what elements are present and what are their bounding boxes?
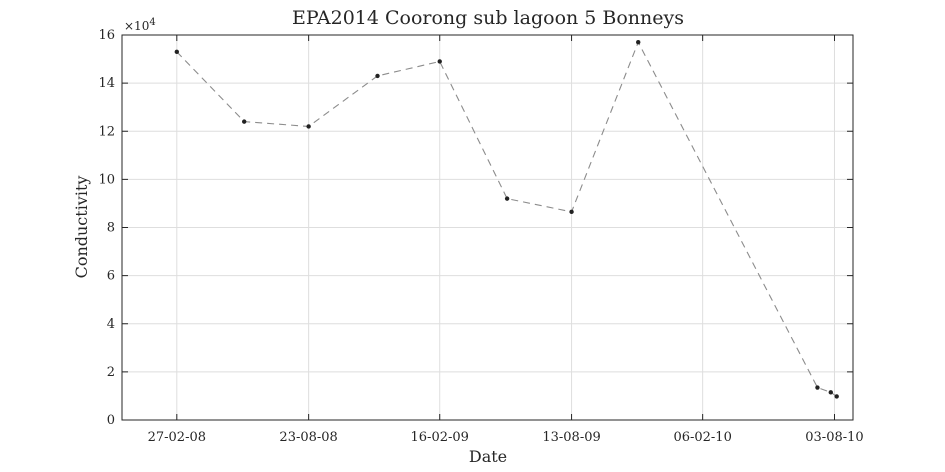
data-point <box>636 40 641 45</box>
axis-ticks: 0 2 4 6 8 10 12 14 16 27-02-08 23-08-08 16-02-09 13-… <box>98 28 863 445</box>
y-tick-label: 0 <box>107 413 115 428</box>
data-series <box>174 40 839 399</box>
y-tick-label: 12 <box>98 124 115 139</box>
x-tick-label: 27-02-08 <box>148 430 206 445</box>
data-point <box>834 394 839 399</box>
data-point <box>569 209 574 215</box>
data-point <box>375 73 380 79</box>
x-axis-label: Date <box>469 447 507 466</box>
x-tick-label: 16-02-09 <box>411 430 469 445</box>
x-tick-label: 06-02-10 <box>673 430 731 445</box>
x-tick-label: 23-08-08 <box>279 430 337 445</box>
x-tick-label: 13-08-09 <box>542 430 600 445</box>
y-tick-label: 6 <box>107 269 115 284</box>
data-point <box>306 124 311 129</box>
y-tick-label: 16 <box>98 28 115 43</box>
y-tick-label: 8 <box>107 221 115 236</box>
y-tick-label: 2 <box>107 365 115 380</box>
grid-lines <box>122 35 853 420</box>
chart-title: EPA2014 Coorong sub lagoon 5 Bonneys <box>292 7 684 29</box>
y-tick-label: 10 <box>98 172 115 187</box>
data-point <box>828 390 833 395</box>
data-point <box>504 196 510 201</box>
y-multiplier-exponent: 4 <box>149 17 155 28</box>
y-tick-label: 14 <box>98 76 115 91</box>
data-point <box>242 119 247 124</box>
data-point <box>174 49 180 55</box>
y-multiplier-base: ×10 <box>124 19 149 33</box>
data-point <box>815 385 820 390</box>
series-line <box>176 40 838 397</box>
y-axis-multiplier: ×104 <box>124 17 156 33</box>
y-axis-label: Conductivity <box>72 176 91 279</box>
x-tick-label: 03-08-10 <box>805 430 863 445</box>
y-tick-label: 4 <box>107 317 115 332</box>
data-point <box>437 59 442 64</box>
